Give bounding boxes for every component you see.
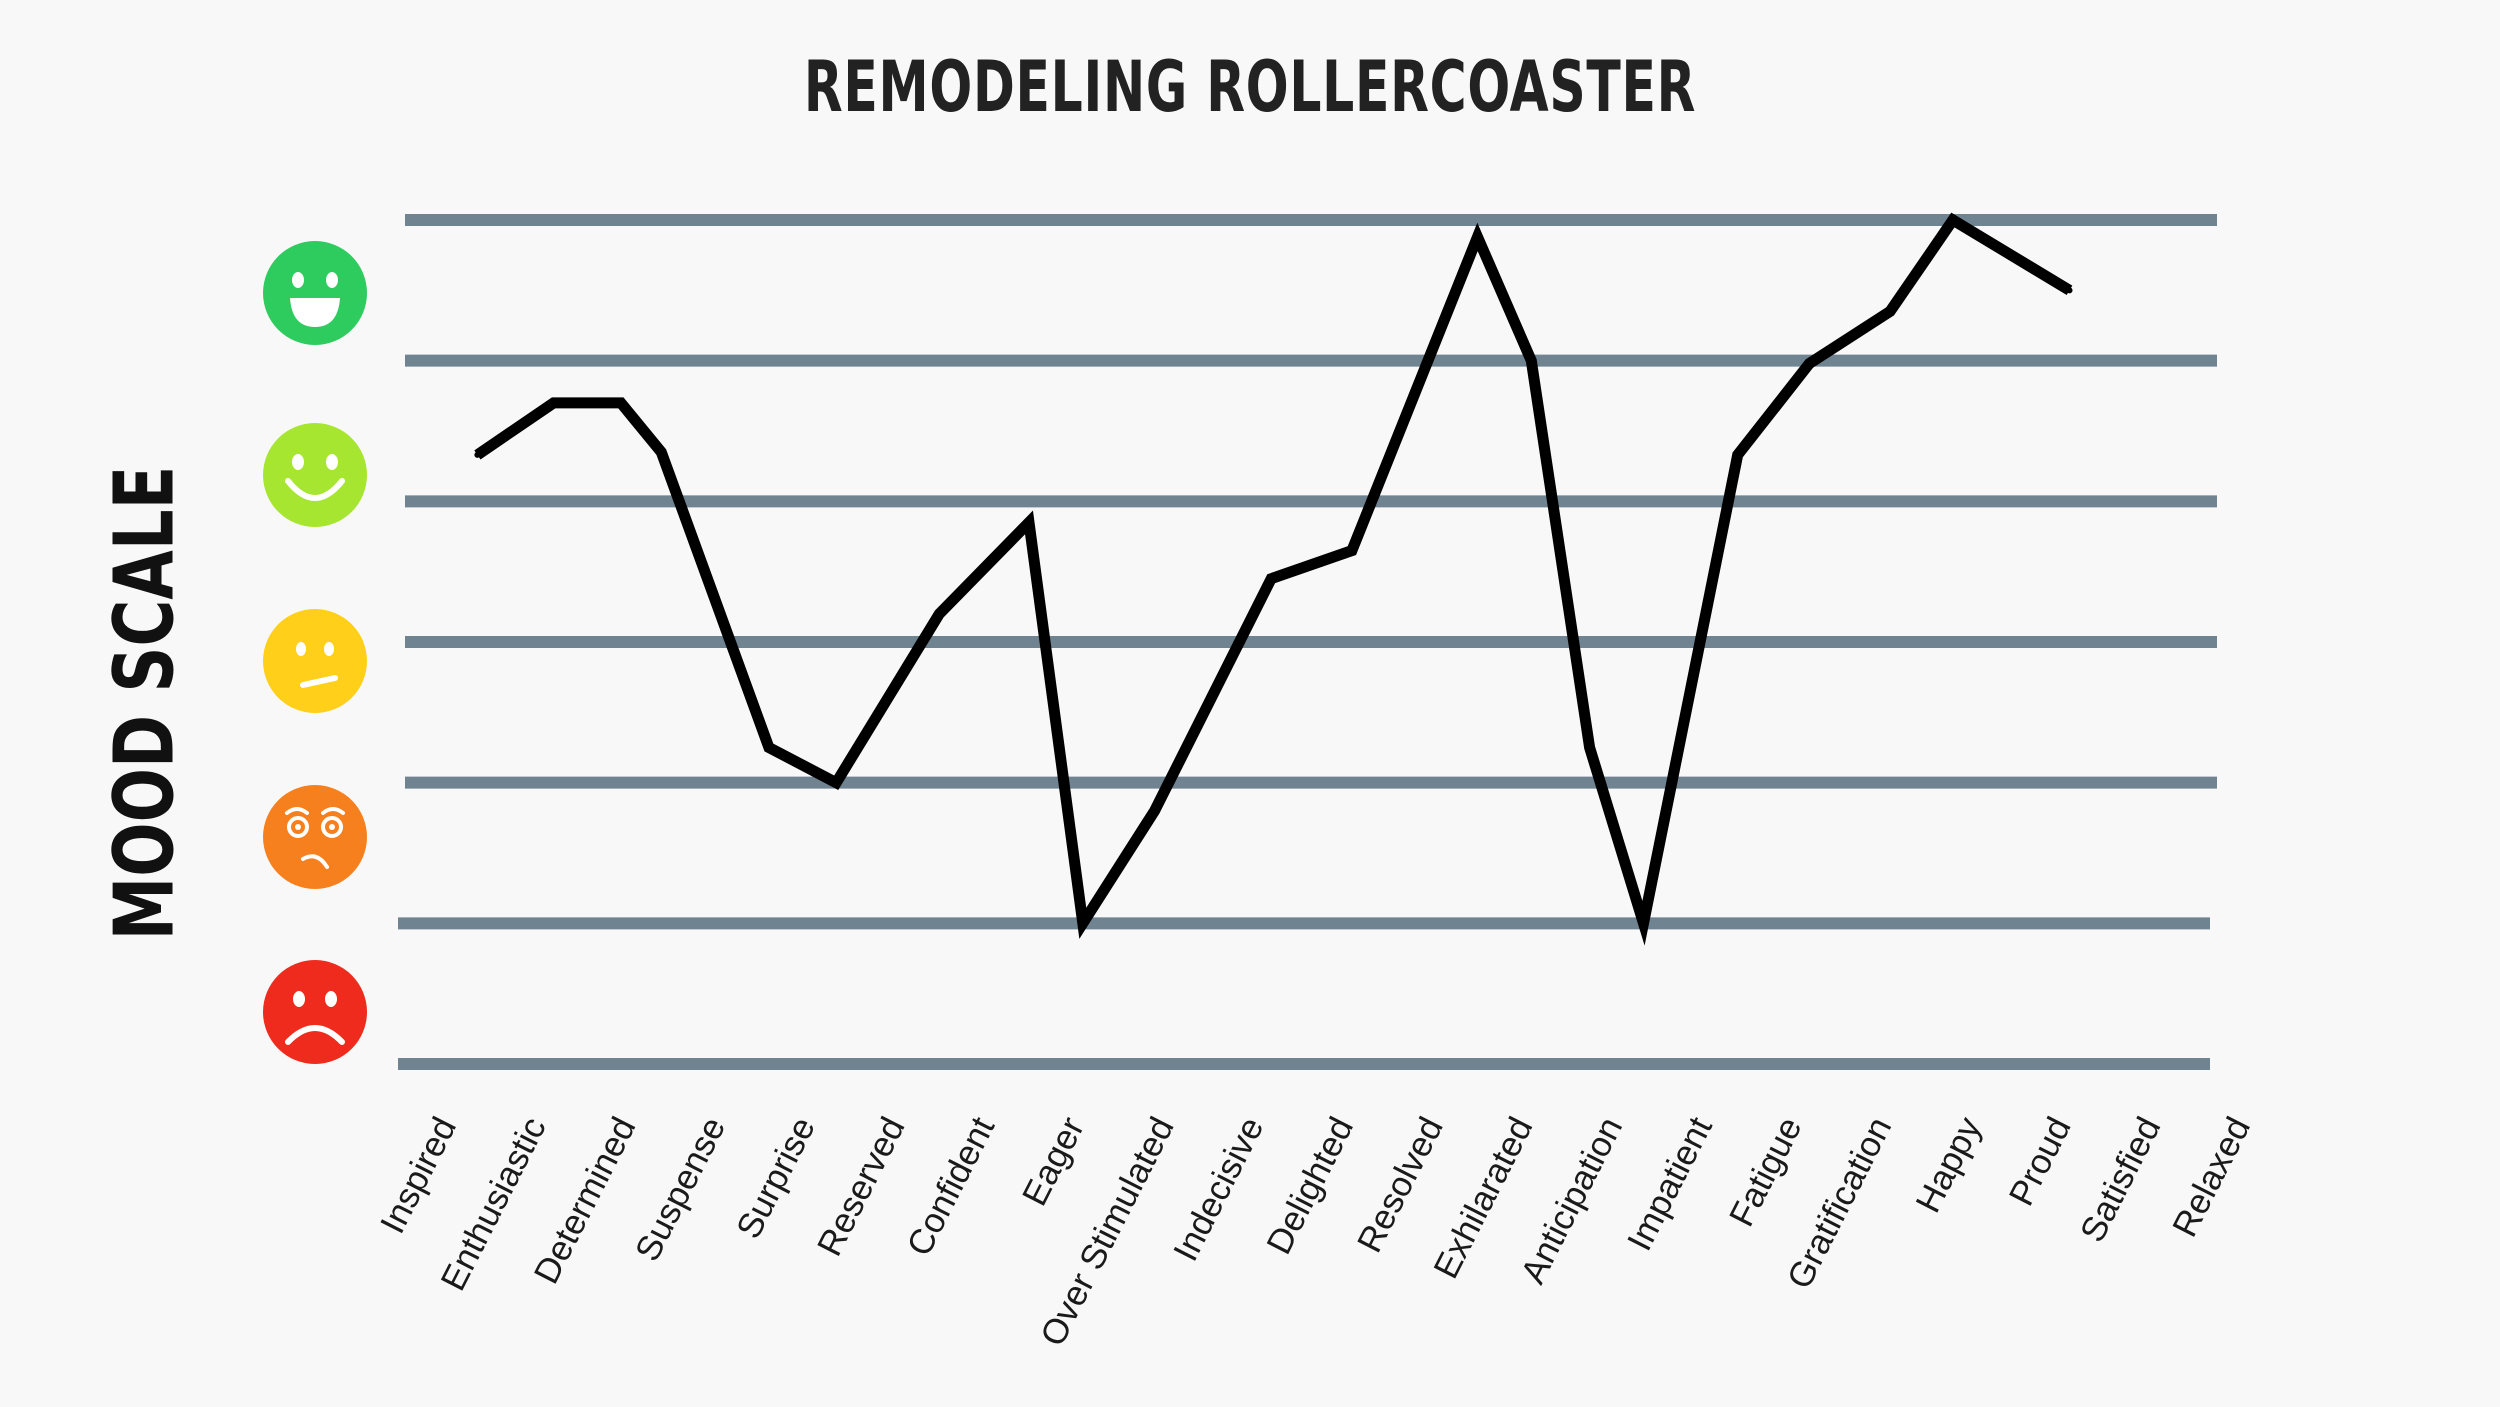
x-tick-label: Confident xyxy=(900,1111,1003,1262)
x-tick-label: Satisfied xyxy=(2073,1111,2169,1248)
x-tick-label: Fatigue xyxy=(1722,1111,1810,1233)
x-tick-label: Reserved xyxy=(810,1111,913,1262)
data-point xyxy=(936,610,943,617)
x-tick-label: Proud xyxy=(2002,1111,2079,1212)
data-point xyxy=(1528,357,1535,364)
data-point xyxy=(1887,308,1894,315)
worried-face-icon xyxy=(263,785,367,889)
data-point xyxy=(617,399,624,406)
data-point xyxy=(1806,360,1813,367)
x-tick-label: Delighted xyxy=(1259,1111,1361,1260)
data-point xyxy=(1586,744,1593,751)
x-tick-labels: InspiredEnthusiasticDeterminedSuspenseSu… xyxy=(373,1110,2258,1352)
x-tick-label: Suspense xyxy=(628,1111,733,1267)
data-point xyxy=(2066,287,2073,294)
gridlines xyxy=(398,214,2217,1070)
data-point xyxy=(658,449,665,456)
x-tick-label: Impatient xyxy=(1620,1111,1720,1257)
data-point xyxy=(474,451,481,458)
x-tick-label: Resolved xyxy=(1350,1111,1451,1259)
data-point xyxy=(765,744,772,751)
x-tick-label: Surprise xyxy=(729,1111,823,1245)
x-tick-label: Relaxed xyxy=(2165,1111,2258,1243)
sad-face-icon xyxy=(263,960,367,1064)
data-point xyxy=(1734,451,1741,458)
data-point xyxy=(1640,920,1647,927)
data-point xyxy=(1949,217,1956,223)
x-tick-label: Inspired xyxy=(373,1111,464,1240)
happy-face-icon xyxy=(263,423,367,527)
very-happy-face-icon xyxy=(263,241,367,345)
data-point xyxy=(1268,575,1275,582)
data-point xyxy=(1348,547,1355,554)
x-tick-label: Happy xyxy=(1908,1110,1989,1218)
data-point xyxy=(1079,920,1086,927)
data-point xyxy=(833,779,840,786)
data-point xyxy=(1026,519,1033,526)
mood-series xyxy=(474,212,2073,946)
chart-title: REMODELING ROLLERCOASTER xyxy=(803,46,1697,128)
neutral-face-icon xyxy=(263,609,367,713)
data-point xyxy=(550,399,557,406)
x-tick-label: Eager xyxy=(1015,1111,1092,1212)
mood-icons xyxy=(263,241,367,1064)
mood-line xyxy=(474,212,2073,946)
x-tick-label: Indecisive xyxy=(1166,1111,1271,1267)
data-point xyxy=(1151,807,1158,814)
data-point xyxy=(1474,233,1481,240)
